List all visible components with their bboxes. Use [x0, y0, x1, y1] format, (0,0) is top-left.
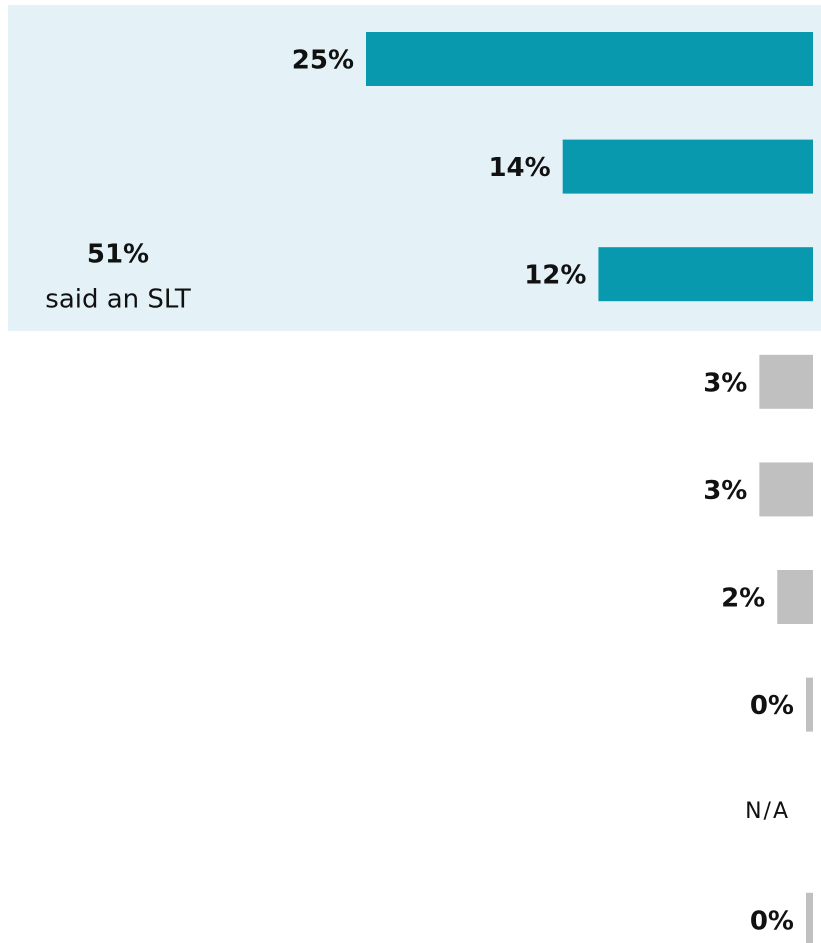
value-label: 12% [524, 261, 586, 291]
annotation-text: said an SLT [45, 285, 191, 315]
bar [759, 462, 813, 517]
bar [759, 354, 813, 409]
bar [777, 570, 813, 624]
annotation-value: 51% [87, 240, 149, 270]
value-label: 3% [703, 476, 747, 506]
value-label: 14% [488, 153, 550, 183]
bar [598, 247, 813, 302]
bar [366, 32, 813, 86]
value-label: N/A [745, 799, 790, 824]
value-label: 25% [292, 46, 354, 76]
bar [562, 139, 813, 194]
value-label: 3% [703, 368, 747, 398]
value-label: 2% [721, 584, 765, 614]
bar [806, 892, 813, 943]
value-label: 0% [750, 691, 794, 721]
value-label: 0% [750, 906, 794, 936]
bar [806, 677, 813, 732]
